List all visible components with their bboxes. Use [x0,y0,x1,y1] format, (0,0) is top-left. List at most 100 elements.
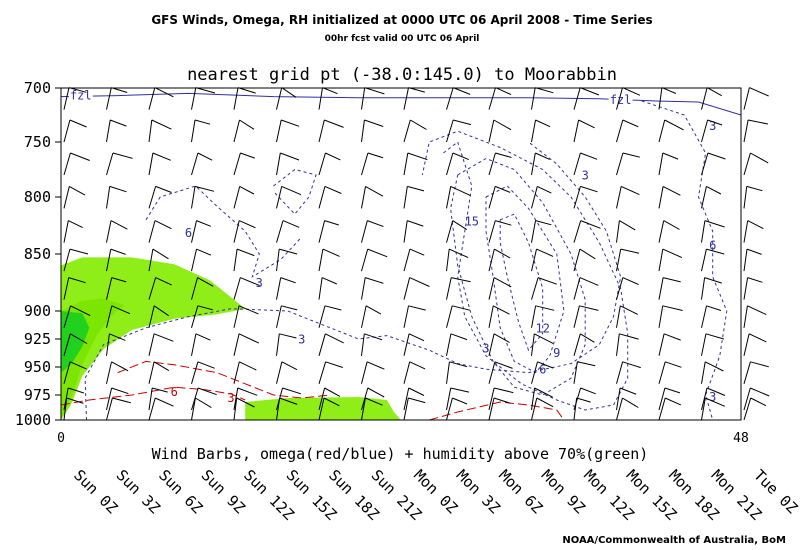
barb-flag [151,119,172,130]
barb-flag [240,277,260,287]
barb-shaft [106,277,113,300]
barb-flag [237,87,256,94]
wind-barb [106,119,127,143]
barb-flag [366,361,385,370]
barb-flag [409,248,425,256]
barb-shaft [531,220,536,243]
barb-flag [407,220,424,227]
wind-barb [743,387,770,411]
barb-shaft [318,277,323,300]
barb-flag [748,333,767,343]
wind-barb [573,333,595,356]
wind-barb [361,277,384,300]
barb-flag [110,220,128,230]
barb-flag [622,277,639,286]
barb-shaft [191,119,196,143]
x-end-label: 48 [733,431,749,446]
barb-flag [706,87,722,97]
barb-flag [534,333,554,344]
wind-barb [148,397,174,421]
barb-shaft [403,248,411,272]
barb-flag [324,220,339,226]
barb-shaft [658,277,664,300]
barb-shaft [276,361,283,384]
wind-barb [573,119,595,143]
barb-flag [622,397,639,408]
barb-shaft [403,397,409,421]
freezing-label-mask [608,92,633,106]
barb-flag [537,185,552,194]
barb-flag [154,87,174,98]
barb-shaft [276,277,282,300]
wind-barb [191,220,211,243]
barb-shaft [148,333,155,356]
barb-flag [239,119,255,130]
wind-barb [191,277,214,300]
barb-flag [152,152,171,161]
barb-shaft [616,87,623,110]
wind-barb [446,87,471,110]
barb-flag [152,387,168,393]
barb-flag [410,119,427,130]
barb-shaft [403,305,409,328]
barb-shaft [318,220,326,243]
barb-shaft [63,87,70,110]
wind-barb [318,277,337,300]
wind-barb [106,397,132,421]
barb-shaft [63,333,71,356]
wind-barb [701,333,724,356]
barb-shaft [743,186,748,209]
barb-shaft [106,87,112,110]
barb-flag [704,220,725,228]
barb-flag [68,387,85,394]
wind-barb [616,248,640,272]
barb-flag [364,87,385,95]
x-time-label: Mon 3Z [453,466,504,517]
wind-barb [191,333,211,356]
wind-barb [318,185,342,209]
wind-barb [191,152,213,176]
barb-flag [367,220,384,227]
wind-barb [573,277,599,300]
barb-shaft [233,397,238,421]
wind-barb [446,333,468,356]
wind-barb [148,87,174,110]
barb-shaft [63,397,68,421]
barb-flag [323,397,340,407]
wind-barb [446,305,471,328]
barb-shaft [106,361,112,384]
barb-shaft [233,152,241,176]
wind-barb [276,152,300,176]
barb-flag [409,361,426,370]
barb-shaft [233,305,240,328]
barb-flag [197,361,215,369]
wind-barb [106,387,129,411]
barb-flag [194,185,215,192]
wind-barb [63,305,91,328]
barb-flag [325,152,341,161]
barb-shaft [573,333,581,356]
barb-flag [453,119,472,126]
wind-barb [361,152,384,176]
barb-flag [197,305,213,311]
wind-barb [148,152,171,176]
wind-barb [191,361,215,384]
barb-shaft [743,361,751,384]
barb-flag [365,305,382,315]
barb-flag [325,361,343,368]
wind-barb [403,248,425,272]
wind-barb [573,248,596,272]
barb-flag [70,333,88,344]
barb-shaft [701,397,706,421]
wind-barb [658,119,684,143]
wind-barb [318,397,340,421]
barb-shaft [743,387,751,411]
wind-barb [233,277,260,300]
barb-shaft [488,305,494,328]
barb-flag [707,152,726,160]
barb-shaft [191,186,196,209]
wind-barb [276,87,297,110]
wind-barb [106,87,128,110]
